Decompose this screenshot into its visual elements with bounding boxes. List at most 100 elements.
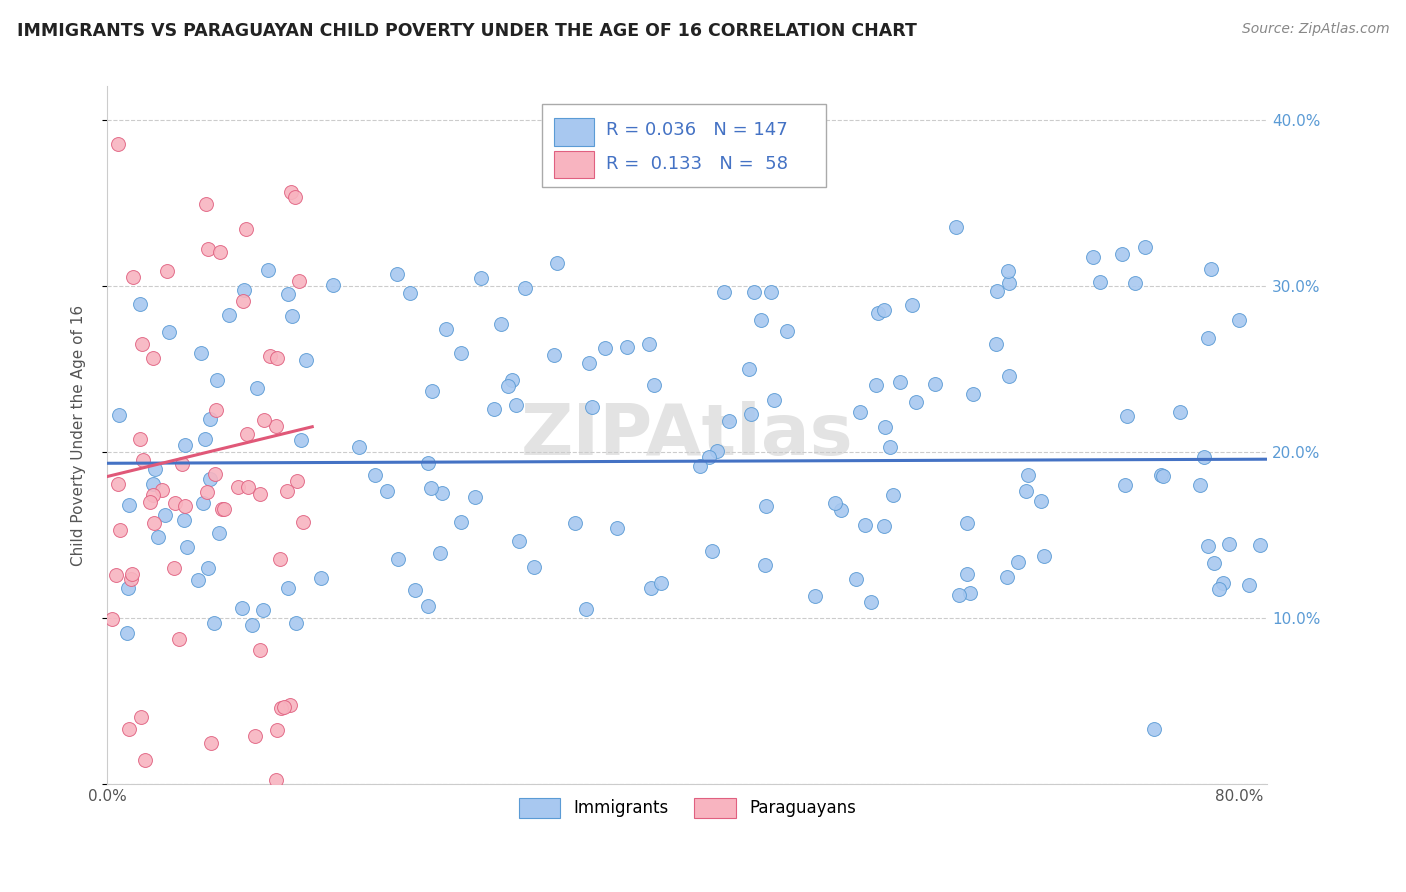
Point <box>399 286 422 301</box>
Point <box>110 524 132 538</box>
Point <box>522 559 544 574</box>
Point <box>236 480 259 494</box>
Point <box>616 340 638 354</box>
Point <box>200 736 222 750</box>
Point <box>107 137 129 152</box>
Point <box>482 401 505 416</box>
Point <box>606 521 628 535</box>
Point <box>1090 275 1112 289</box>
Point <box>231 600 253 615</box>
Point <box>905 394 928 409</box>
Point <box>284 190 307 204</box>
Point <box>131 709 153 723</box>
Point <box>100 612 122 626</box>
Point <box>187 574 209 588</box>
Point <box>578 356 600 370</box>
Point <box>236 427 259 442</box>
Point <box>204 467 226 482</box>
Point <box>117 581 139 595</box>
Point <box>256 263 278 277</box>
Point <box>643 378 665 392</box>
Point <box>174 499 197 513</box>
Point <box>387 551 409 566</box>
Point <box>505 398 527 412</box>
Point <box>434 321 457 335</box>
Point <box>163 561 186 575</box>
Point <box>995 570 1018 584</box>
Point <box>1017 468 1039 483</box>
Point <box>901 298 924 312</box>
Point <box>240 618 263 632</box>
Point <box>650 576 672 591</box>
Point <box>246 380 269 394</box>
Point <box>875 420 897 434</box>
Point <box>134 753 156 767</box>
Point <box>156 264 179 278</box>
Point <box>245 730 267 744</box>
Point <box>1197 540 1219 554</box>
Text: Source: ZipAtlas.com: Source: ZipAtlas.com <box>1241 22 1389 37</box>
Point <box>749 313 772 327</box>
Point <box>1192 450 1215 465</box>
Point <box>128 297 150 311</box>
Point <box>1031 494 1053 508</box>
Point <box>347 440 370 454</box>
Point <box>470 270 492 285</box>
Point <box>948 589 970 603</box>
Point <box>689 459 711 474</box>
Point <box>322 278 344 293</box>
Point <box>138 495 160 509</box>
Point <box>865 378 887 392</box>
Point <box>956 566 979 581</box>
Point <box>717 414 740 428</box>
Point <box>430 486 453 500</box>
Point <box>581 400 603 414</box>
Point <box>1199 262 1222 277</box>
Point <box>169 632 191 647</box>
Point <box>165 496 187 510</box>
Point <box>1150 467 1173 482</box>
Point <box>277 581 299 595</box>
Point <box>107 477 129 491</box>
Point <box>205 402 228 417</box>
Point <box>845 573 868 587</box>
Point <box>131 336 153 351</box>
Point <box>249 487 271 501</box>
Point <box>155 508 177 522</box>
Point <box>776 324 799 338</box>
Point <box>1218 537 1240 551</box>
Point <box>146 530 169 544</box>
Point <box>197 242 219 256</box>
Point <box>273 700 295 714</box>
Point <box>142 487 165 501</box>
Point <box>1143 722 1166 736</box>
Point <box>170 458 193 472</box>
Text: ZIPAtlas: ZIPAtlas <box>520 401 853 469</box>
Point <box>543 348 565 362</box>
Point <box>889 375 911 389</box>
Point <box>208 526 231 541</box>
Point <box>212 501 235 516</box>
Text: R =  0.133   N =  58: R = 0.133 N = 58 <box>606 155 787 173</box>
Point <box>104 568 127 582</box>
Point <box>1212 576 1234 591</box>
Legend: Immigrants, Paraguayans: Immigrants, Paraguayans <box>512 791 862 824</box>
Point <box>288 275 311 289</box>
Point <box>429 545 451 559</box>
Point <box>205 373 228 387</box>
Point <box>418 599 440 613</box>
Point <box>849 405 872 419</box>
Point <box>1032 549 1054 563</box>
Point <box>118 498 141 512</box>
Point <box>211 502 233 516</box>
Point <box>1116 409 1139 424</box>
Point <box>924 376 946 391</box>
Point <box>276 484 298 499</box>
Point <box>962 386 984 401</box>
Point <box>198 472 221 486</box>
Point <box>1188 478 1211 492</box>
Point <box>278 698 301 712</box>
Point <box>508 533 530 548</box>
Point <box>1249 538 1271 552</box>
Point <box>1202 556 1225 570</box>
